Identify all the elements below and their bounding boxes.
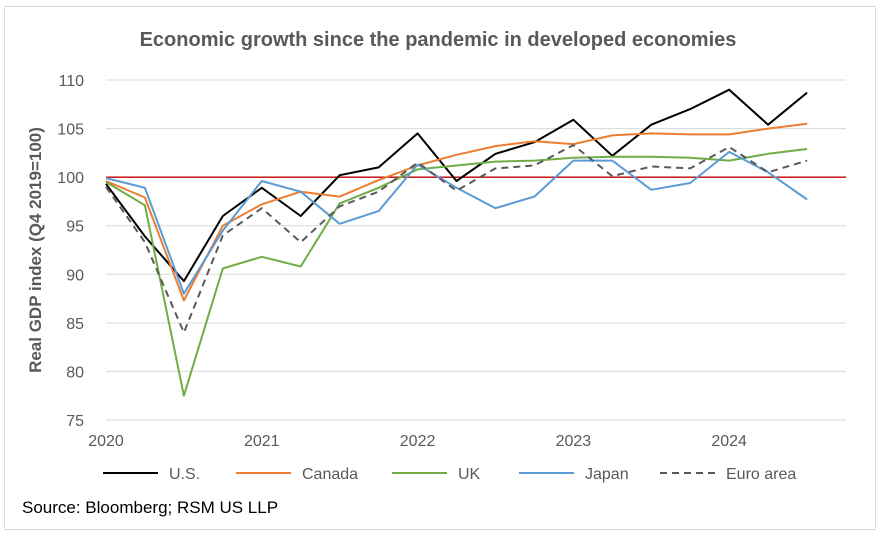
y-tick-label: 80 [66, 364, 84, 381]
series-line-japan [105, 150, 808, 295]
chart-title: Economic growth since the pandemic in de… [140, 29, 737, 51]
series-line-canada [105, 122, 808, 302]
y-tick-label: 85 [66, 316, 84, 333]
legend-label: Japan [585, 466, 629, 483]
legend-label: Euro area [726, 466, 796, 483]
legend: U.S. Canada UK Japan Euro area [103, 466, 796, 483]
x-tick-label: 2020 [88, 433, 124, 450]
y-tick-label: 75 [66, 413, 84, 430]
source-note: Source: Bloomberg; RSM US LLP [22, 498, 279, 517]
y-tick-label: 100 [57, 170, 84, 187]
chart-frame [4, 6, 876, 530]
y-axis-ticks: 75 80 85 90 95 100 105 110 [57, 73, 84, 430]
series-lines [105, 88, 808, 397]
series-line-u-s- [105, 88, 808, 283]
x-tick-label: 2021 [244, 433, 280, 450]
series-line-euro-area [105, 144, 808, 334]
legend-label: Canada [302, 466, 358, 483]
y-tick-label: 95 [66, 219, 84, 236]
y-axis-label: Real GDP index (Q4 2019=100) [26, 127, 45, 373]
x-axis-ticks: 2020 2021 2022 2023 2024 [88, 433, 747, 450]
y-tick-label: 105 [57, 122, 84, 139]
y-tick-label: 90 [66, 267, 84, 284]
x-tick-label: 2022 [400, 433, 436, 450]
y-tick-label: 110 [58, 73, 84, 90]
legend-label: UK [458, 466, 481, 483]
series-line-uk [105, 148, 808, 397]
x-tick-label: 2023 [556, 433, 592, 450]
x-tick-label: 2024 [711, 433, 747, 450]
legend-label: U.S. [169, 466, 200, 483]
